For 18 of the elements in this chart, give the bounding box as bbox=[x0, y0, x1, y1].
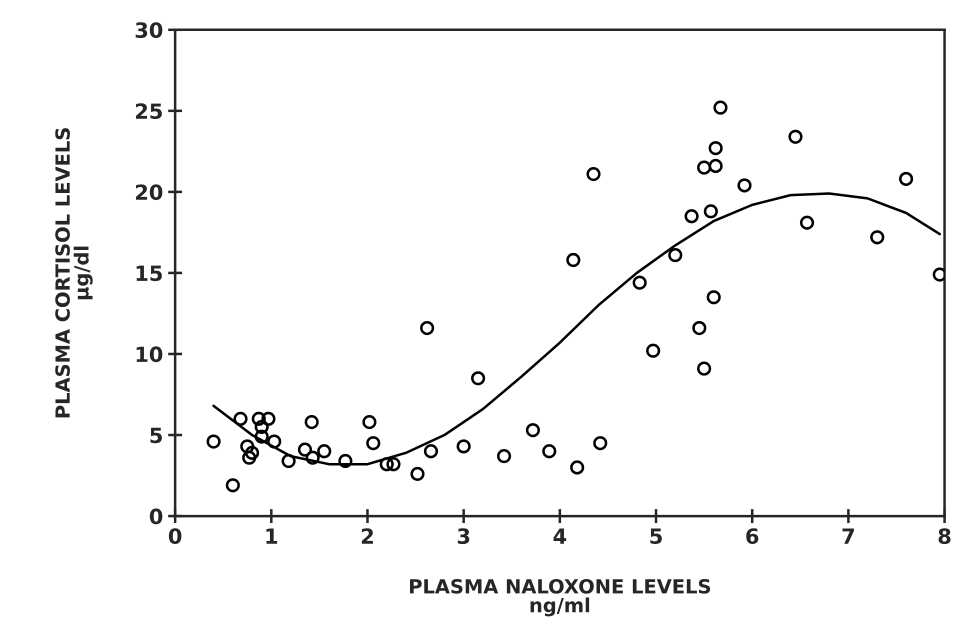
y-tick-label: 0 bbox=[150, 508, 162, 524]
y-tick-label: 20 bbox=[136, 184, 162, 200]
x-tick-label: 3 bbox=[458, 528, 470, 544]
x-tick-label: 5 bbox=[650, 528, 662, 544]
x-tick-label: 0 bbox=[168, 528, 182, 544]
x-tick-label: 6 bbox=[746, 528, 758, 544]
y-tick-label: 15 bbox=[136, 266, 162, 282]
y-tick-label: 10 bbox=[136, 346, 162, 362]
y-tick-label: 30 bbox=[136, 22, 162, 38]
y-axis-title: PLASMA CORTISOL LEVELS μg/dl bbox=[55, 128, 93, 418]
y-tick-label: 25 bbox=[136, 103, 162, 120]
y-tick-label: 5 bbox=[150, 428, 162, 444]
x-tick-label: 7 bbox=[842, 528, 854, 544]
x-tick-label: 8 bbox=[938, 528, 951, 544]
x-tick-label: 4 bbox=[554, 528, 566, 544]
x-tick-label: 1 bbox=[266, 528, 278, 544]
x-axis-title: PLASMA NALOXONE LEVELS ng/ml bbox=[410, 578, 710, 616]
x-tick-label: 2 bbox=[362, 528, 373, 544]
